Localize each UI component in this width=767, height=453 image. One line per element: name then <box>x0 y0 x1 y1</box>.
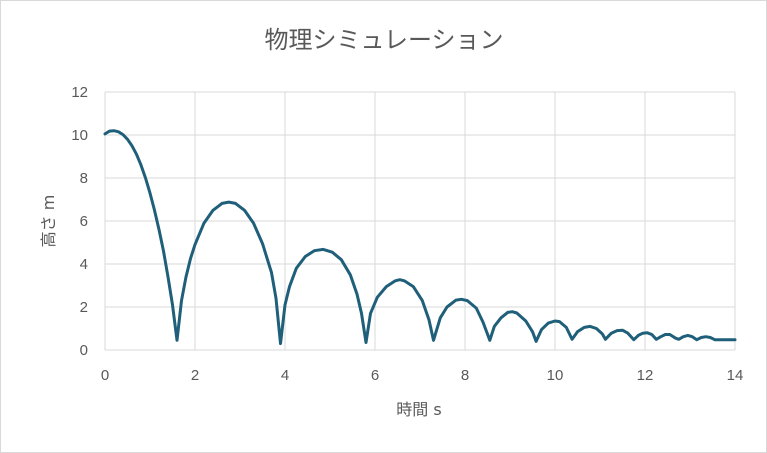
x-axis-title: 時間 s <box>396 400 441 419</box>
series-line <box>103 129 737 346</box>
x-tick-label: 12 <box>637 367 654 384</box>
x-tick-label: 14 <box>727 367 744 384</box>
x-tick-label: 6 <box>371 367 379 384</box>
y-tick-label: 8 <box>80 170 88 187</box>
y-axis-title: 高さ m <box>39 195 58 248</box>
y-axis-ticks: 0 2 4 6 8 10 12 <box>71 84 88 359</box>
y-tick-label: 0 <box>80 342 88 359</box>
chart-title: 物理シミュレーション <box>264 26 503 54</box>
y-tick-label: 12 <box>71 84 88 101</box>
x-tick-label: 8 <box>461 367 469 384</box>
y-tick-label: 10 <box>71 127 88 144</box>
y-tick-label: 6 <box>80 213 88 230</box>
x-axis-ticks: 0 2 4 6 8 10 12 14 <box>101 367 744 384</box>
x-tick-label: 10 <box>547 367 564 384</box>
x-tick-label: 0 <box>101 367 109 384</box>
x-tick-label: 4 <box>281 367 289 384</box>
y-tick-label: 2 <box>80 299 88 316</box>
y-tick-label: 4 <box>80 256 88 273</box>
gridlines <box>104 91 736 351</box>
x-tick-label: 2 <box>191 367 199 384</box>
